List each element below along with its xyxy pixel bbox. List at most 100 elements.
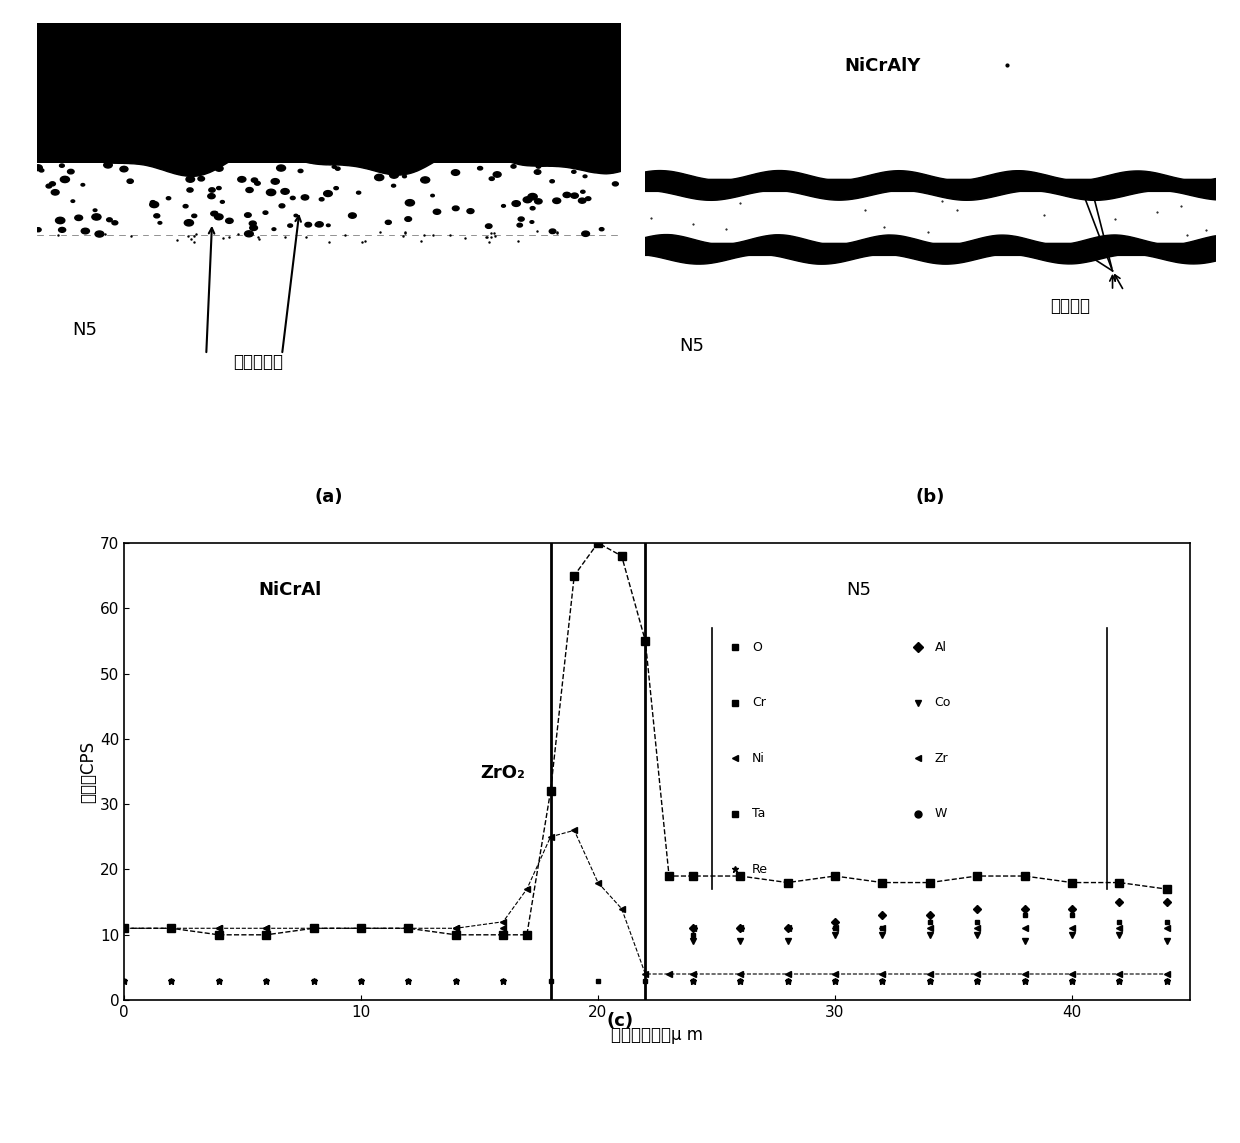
Re xyxy=(164,974,179,988)
Text: 20 μm: 20 μm xyxy=(370,441,396,450)
Text: 9:50:18 AM   A+B   10,000 x 25.00 kV  10.1 mm: 9:50:18 AM A+B 10,000 x 25.00 kV 10.1 mm xyxy=(656,462,839,471)
Line: Al: Al xyxy=(689,900,1169,932)
Y-axis label: 强度，CPS: 强度，CPS xyxy=(79,741,97,802)
Circle shape xyxy=(433,209,440,215)
Cr xyxy=(1112,914,1127,928)
Zr xyxy=(211,921,226,935)
Ta xyxy=(1112,974,1127,988)
Al xyxy=(970,902,985,916)
Re xyxy=(1017,974,1032,988)
W xyxy=(923,974,937,988)
Circle shape xyxy=(33,165,42,170)
Circle shape xyxy=(244,213,252,217)
Ta xyxy=(590,974,605,988)
Al xyxy=(780,921,795,935)
Circle shape xyxy=(208,193,216,199)
Circle shape xyxy=(263,211,268,214)
Zr xyxy=(733,967,748,981)
Text: Zr: Zr xyxy=(935,752,949,765)
Circle shape xyxy=(332,166,336,168)
Circle shape xyxy=(272,178,279,184)
Text: (c): (c) xyxy=(606,1012,634,1030)
Ta xyxy=(401,974,415,988)
Al xyxy=(923,909,937,922)
Circle shape xyxy=(279,203,285,208)
Zr xyxy=(306,921,321,935)
Line: Ta: Ta xyxy=(122,978,1169,983)
Circle shape xyxy=(180,167,185,170)
Circle shape xyxy=(61,176,69,183)
Text: (b): (b) xyxy=(915,488,945,506)
Re xyxy=(970,974,985,988)
Ta xyxy=(1017,974,1032,988)
Ni xyxy=(259,921,274,935)
Co xyxy=(1064,928,1079,942)
O xyxy=(117,921,131,935)
Line: Zr: Zr xyxy=(120,826,1171,977)
Cr xyxy=(306,921,321,935)
Circle shape xyxy=(553,198,560,203)
Zr xyxy=(1017,967,1032,981)
Circle shape xyxy=(531,207,534,210)
Circle shape xyxy=(582,231,589,237)
Circle shape xyxy=(82,229,89,234)
Circle shape xyxy=(334,186,339,190)
Text: N5: N5 xyxy=(680,337,704,354)
O xyxy=(259,928,274,942)
W xyxy=(1064,974,1079,988)
Zr xyxy=(662,967,677,981)
Ni xyxy=(1017,921,1032,935)
Circle shape xyxy=(74,215,83,221)
Text: NiCrAlY: NiCrAlY xyxy=(844,57,921,74)
Zr xyxy=(449,921,464,935)
Ni xyxy=(1112,921,1127,935)
O xyxy=(970,869,985,882)
Cr xyxy=(117,921,131,935)
Circle shape xyxy=(50,182,56,186)
Zr xyxy=(637,967,652,981)
Circle shape xyxy=(290,197,295,200)
Circle shape xyxy=(319,198,324,201)
O xyxy=(637,634,652,648)
Circle shape xyxy=(389,173,398,178)
Co xyxy=(970,928,985,942)
Circle shape xyxy=(192,214,197,217)
Circle shape xyxy=(528,193,537,200)
Text: N5: N5 xyxy=(72,321,97,338)
Ta xyxy=(827,974,842,988)
Ni xyxy=(449,921,464,935)
Text: Al: Al xyxy=(935,641,946,654)
Circle shape xyxy=(120,167,128,171)
O xyxy=(1017,869,1032,882)
O xyxy=(353,921,368,935)
Al xyxy=(1064,902,1079,916)
Circle shape xyxy=(112,221,118,225)
Ta xyxy=(496,974,511,988)
Circle shape xyxy=(252,178,258,182)
Cr xyxy=(1064,909,1079,922)
O xyxy=(590,536,605,550)
Text: O: O xyxy=(751,641,761,654)
O xyxy=(449,928,464,942)
Circle shape xyxy=(379,163,384,167)
Circle shape xyxy=(502,205,506,207)
Co xyxy=(780,935,795,949)
Circle shape xyxy=(563,192,570,198)
Zr xyxy=(780,967,795,981)
Circle shape xyxy=(517,223,522,227)
Circle shape xyxy=(534,170,541,174)
Al xyxy=(733,921,748,935)
Circle shape xyxy=(324,191,332,197)
Ni xyxy=(211,921,226,935)
Re xyxy=(686,974,701,988)
Al xyxy=(1112,895,1127,909)
Ni xyxy=(1159,921,1174,935)
Ni xyxy=(923,921,937,935)
Circle shape xyxy=(185,219,193,226)
Circle shape xyxy=(71,200,74,202)
O xyxy=(164,921,179,935)
Circle shape xyxy=(518,217,525,221)
W xyxy=(875,974,890,988)
Circle shape xyxy=(187,187,193,192)
Circle shape xyxy=(186,176,195,182)
